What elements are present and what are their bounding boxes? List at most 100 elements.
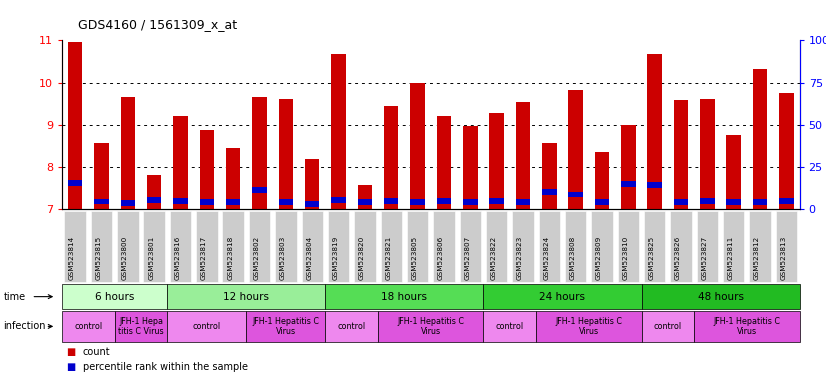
Bar (674, 199, 688, 205)
Bar (200, 199, 214, 205)
Bar (226, 199, 240, 205)
Bar (94, 143, 109, 209)
Bar (358, 199, 373, 205)
Text: control: control (192, 322, 221, 331)
Text: GSM523816: GSM523816 (174, 236, 181, 280)
Text: JFH-1 Hepa
titis C Virus: JFH-1 Hepa titis C Virus (118, 317, 164, 336)
Bar (621, 181, 635, 187)
Text: GSM523805: GSM523805 (411, 236, 418, 280)
Bar (226, 147, 240, 209)
Bar (648, 182, 662, 188)
Bar (200, 130, 214, 209)
Bar (68, 43, 83, 209)
Text: GSM523811: GSM523811 (728, 236, 733, 280)
Text: GDS4160 / 1561309_x_at: GDS4160 / 1561309_x_at (78, 18, 238, 31)
Bar (147, 175, 161, 209)
Bar (700, 198, 714, 204)
Text: GSM523822: GSM523822 (491, 236, 496, 280)
Bar (173, 116, 188, 209)
Text: control: control (74, 322, 102, 331)
Bar (305, 201, 320, 207)
Text: infection: infection (3, 321, 45, 331)
Text: control: control (496, 322, 524, 331)
Text: GSM523817: GSM523817 (201, 236, 206, 280)
Bar (68, 180, 83, 186)
Text: JFH-1 Hepatitis C
Virus: JFH-1 Hepatitis C Virus (555, 317, 622, 336)
Text: time: time (3, 291, 26, 302)
Text: JFH-1 Hepatitis C
Virus: JFH-1 Hepatitis C Virus (714, 317, 781, 336)
Text: GSM523819: GSM523819 (333, 236, 339, 280)
Text: percentile rank within the sample: percentile rank within the sample (83, 362, 248, 372)
Bar (489, 198, 504, 204)
Text: JFH-1 Hepatitis C
Virus: JFH-1 Hepatitis C Virus (253, 317, 320, 336)
Bar (568, 90, 583, 209)
Bar (515, 199, 530, 205)
Text: GSM523824: GSM523824 (544, 236, 549, 280)
Bar (463, 126, 477, 209)
Bar (384, 198, 398, 204)
Bar (384, 106, 398, 209)
Text: GSM523812: GSM523812 (754, 236, 760, 280)
Bar (595, 199, 610, 205)
Text: ■: ■ (66, 347, 75, 357)
Bar (568, 192, 583, 197)
Text: GSM523801: GSM523801 (148, 236, 154, 280)
Bar (437, 198, 451, 204)
Text: ■: ■ (66, 362, 75, 372)
Bar (121, 200, 135, 206)
Text: JFH-1 Hepatitis C
Virus: JFH-1 Hepatitis C Virus (397, 317, 464, 336)
Bar (700, 99, 714, 209)
Text: 18 hours: 18 hours (382, 291, 427, 302)
Bar (437, 116, 451, 209)
Bar (305, 159, 320, 209)
Text: count: count (83, 347, 110, 357)
Bar (358, 185, 373, 209)
Bar (674, 100, 688, 209)
Text: GSM523813: GSM523813 (781, 236, 786, 280)
Bar (173, 198, 188, 204)
Bar (752, 69, 767, 209)
Text: GSM523818: GSM523818 (227, 236, 233, 280)
Bar (542, 189, 557, 195)
Text: GSM523809: GSM523809 (596, 236, 602, 280)
Text: GSM523814: GSM523814 (69, 236, 75, 280)
Text: GSM523827: GSM523827 (701, 236, 707, 280)
Bar (752, 199, 767, 205)
Text: 48 hours: 48 hours (697, 291, 743, 302)
Bar (331, 54, 346, 209)
Text: GSM523826: GSM523826 (675, 236, 681, 280)
Bar (542, 143, 557, 209)
Bar (595, 152, 610, 209)
Bar (779, 198, 794, 204)
Text: GSM523815: GSM523815 (96, 236, 102, 280)
Bar (252, 187, 267, 193)
Text: GSM523823: GSM523823 (517, 236, 523, 280)
Text: GSM523806: GSM523806 (438, 236, 444, 280)
Text: GSM523807: GSM523807 (464, 236, 470, 280)
Bar (147, 197, 161, 203)
Text: 24 hours: 24 hours (539, 291, 586, 302)
Text: control: control (654, 322, 682, 331)
Bar (463, 199, 477, 205)
Text: GSM523804: GSM523804 (306, 236, 312, 280)
Bar (94, 199, 109, 204)
Text: 12 hours: 12 hours (223, 291, 269, 302)
Text: GSM523820: GSM523820 (359, 236, 365, 280)
Bar (489, 113, 504, 209)
Text: GSM523808: GSM523808 (570, 236, 576, 280)
Bar (252, 98, 267, 209)
Bar (779, 93, 794, 209)
Text: control: control (338, 322, 366, 331)
Bar (411, 199, 425, 205)
Bar (726, 199, 741, 205)
Text: GSM523810: GSM523810 (622, 236, 629, 280)
Bar (121, 98, 135, 209)
Bar (621, 125, 635, 209)
Bar (331, 197, 346, 203)
Bar (411, 83, 425, 209)
Bar (278, 99, 293, 209)
Text: GSM523821: GSM523821 (385, 236, 392, 280)
Text: GSM523800: GSM523800 (121, 236, 128, 280)
Bar (726, 136, 741, 209)
Text: GSM523803: GSM523803 (280, 236, 286, 280)
